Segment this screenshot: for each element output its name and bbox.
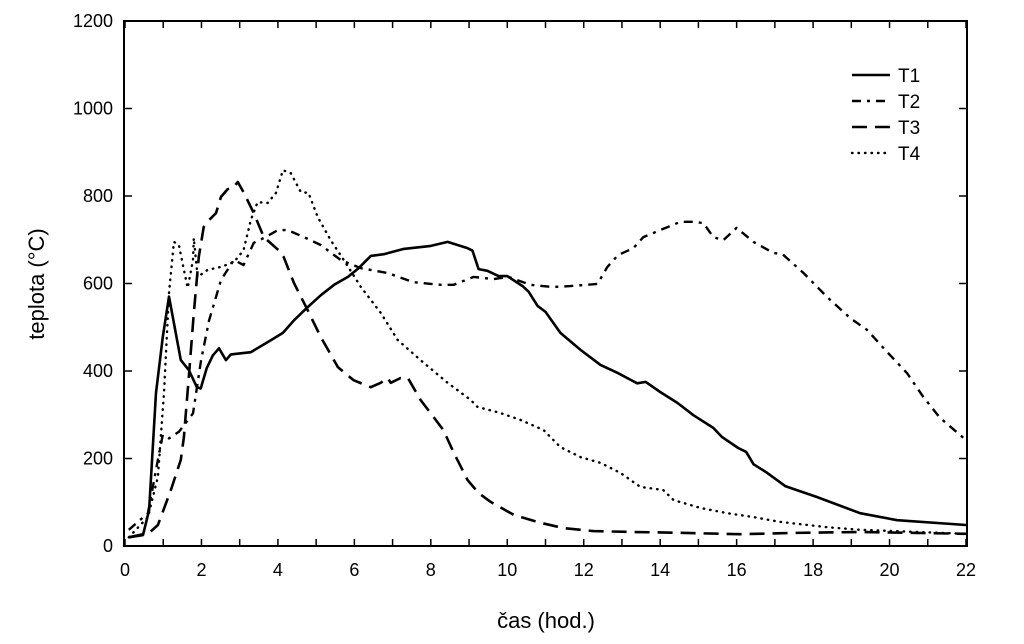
- series-lines: [127, 168, 968, 539]
- y-tick-label: 1200: [73, 11, 113, 31]
- x-tick-label: 8: [426, 560, 436, 580]
- y-tick-label: 200: [83, 449, 113, 469]
- y-axis-title: teplota (°C): [24, 228, 49, 340]
- series-line-t1: [128, 240, 967, 539]
- series-line-t4: [127, 168, 968, 539]
- x-tick-label: 12: [574, 560, 594, 580]
- y-tick-label: 0: [103, 536, 113, 556]
- axis-ticks: 0 2 4 6 8 10 12 14 16 18 20 22 0 200 400 600 800 1000 1200: [73, 11, 976, 580]
- x-tick-label: 4: [273, 560, 283, 580]
- legend-label: T1: [898, 66, 920, 87]
- x-tick-label: 16: [727, 560, 747, 580]
- y-tick-label: 800: [83, 186, 113, 206]
- x-tick-label: 0: [120, 560, 130, 580]
- plot-frame: [123, 20, 968, 547]
- legend-label: T3: [898, 118, 920, 139]
- x-axis-title: čas (hod.): [497, 608, 595, 633]
- series-line-t2: [128, 220, 967, 531]
- x-tick-label: 14: [650, 560, 670, 580]
- x-tick-label: 22: [956, 560, 976, 580]
- y-tick-label: 600: [83, 274, 113, 294]
- y-tick-label: 400: [83, 361, 113, 381]
- x-tick-label: 2: [196, 560, 206, 580]
- legend-label: T4: [898, 144, 921, 165]
- x-tick-label: 6: [349, 560, 359, 580]
- x-tick-label: 18: [803, 560, 823, 580]
- y-tick-label: 1000: [73, 99, 113, 119]
- legend-label: T2: [898, 92, 920, 113]
- x-tick-label: 10: [497, 560, 517, 580]
- series-line-t3: [128, 180, 967, 539]
- x-tick-label: 20: [880, 560, 900, 580]
- legend: T1 T2 T3 T4: [850, 66, 921, 165]
